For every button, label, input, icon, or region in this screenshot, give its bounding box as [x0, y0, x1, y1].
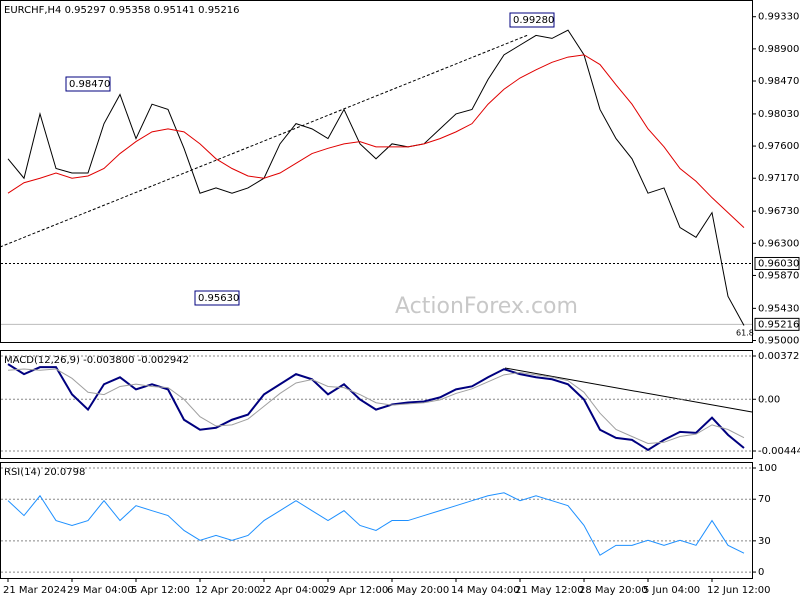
macd-panel: [0, 350, 753, 459]
annotation: 0.98470: [69, 79, 110, 90]
y-tick-label: 0.00: [758, 394, 780, 405]
y-tick-label: -0.004447: [758, 446, 800, 457]
level-box: [754, 317, 800, 331]
y-tick-label: 0.96730: [758, 206, 799, 217]
annotation: 61.8: [736, 329, 754, 338]
x-tick-label: 28 May 20:00: [579, 585, 648, 596]
y-tick-label: 0.98030: [758, 109, 799, 120]
y-tick-label: 0.97600: [758, 141, 799, 152]
series-line: [7, 368, 745, 444]
x-tick-label: 12 Apr 20:00: [195, 585, 260, 596]
rsi-panel: [0, 462, 753, 579]
x-tick-label: 12 Jun 12:00: [707, 585, 771, 596]
y-tick-label: 0.98470: [758, 76, 799, 87]
level-label: 0.95216: [758, 319, 799, 330]
y-tick-label: 0.99330: [758, 12, 799, 23]
annotation-box: [509, 12, 555, 28]
y-tick-label: 30: [758, 536, 771, 547]
price-panel: [0, 0, 753, 343]
level-label: 0.96030: [758, 258, 799, 269]
annotation-box: [194, 290, 240, 306]
x-tick-label: 14 May 04:00: [451, 585, 520, 596]
y-tick-label: 0.95870: [758, 270, 799, 281]
y-tick-label: 0.97170: [758, 173, 799, 184]
panel-title: MACD(12,26,9) -0.003800 -0.002942: [4, 355, 189, 366]
x-tick-label: 5 Apr 12:00: [131, 585, 190, 596]
x-tick-label: 5 Jun 04:00: [643, 585, 700, 596]
x-tick-label: 22 Apr 04:00: [259, 585, 324, 596]
macd-trendline: [504, 367, 753, 413]
trendline: [0, 34, 529, 248]
y-tick-label: 0.95000: [758, 336, 799, 347]
y-tick-label: 0.96300: [758, 238, 799, 249]
y-tick-label: 0.95430: [758, 303, 799, 314]
panel-title: RSI(14) 20.0798: [4, 467, 85, 478]
series-line: [7, 29, 745, 326]
series-line: [7, 54, 745, 228]
annotation: 0.95630: [198, 293, 239, 304]
watermark: ActionForex.com: [395, 294, 578, 319]
panel-title: EURCHF,H4 0.95297 0.95358 0.95141 0.9521…: [4, 5, 240, 16]
y-tick-label: 0: [758, 567, 764, 578]
x-tick-label: 21 Mar 2024: [3, 585, 66, 596]
annotation-box: [65, 76, 111, 92]
x-tick-label: 21 May 12:00: [515, 585, 584, 596]
x-tick-label: 29 Mar 04:00: [67, 585, 134, 596]
y-tick-label: 0.00372: [758, 351, 799, 362]
x-tick-label: 29 Apr 12:00: [323, 585, 388, 596]
y-tick-label: 70: [758, 494, 771, 505]
y-tick-label: 0.98900: [758, 44, 799, 55]
level-box: [754, 256, 800, 270]
x-tick-label: 6 May 20:00: [387, 585, 449, 596]
y-tick-label: 100: [758, 463, 777, 474]
annotation: 0.99280: [513, 15, 554, 26]
series-line: [7, 492, 745, 556]
